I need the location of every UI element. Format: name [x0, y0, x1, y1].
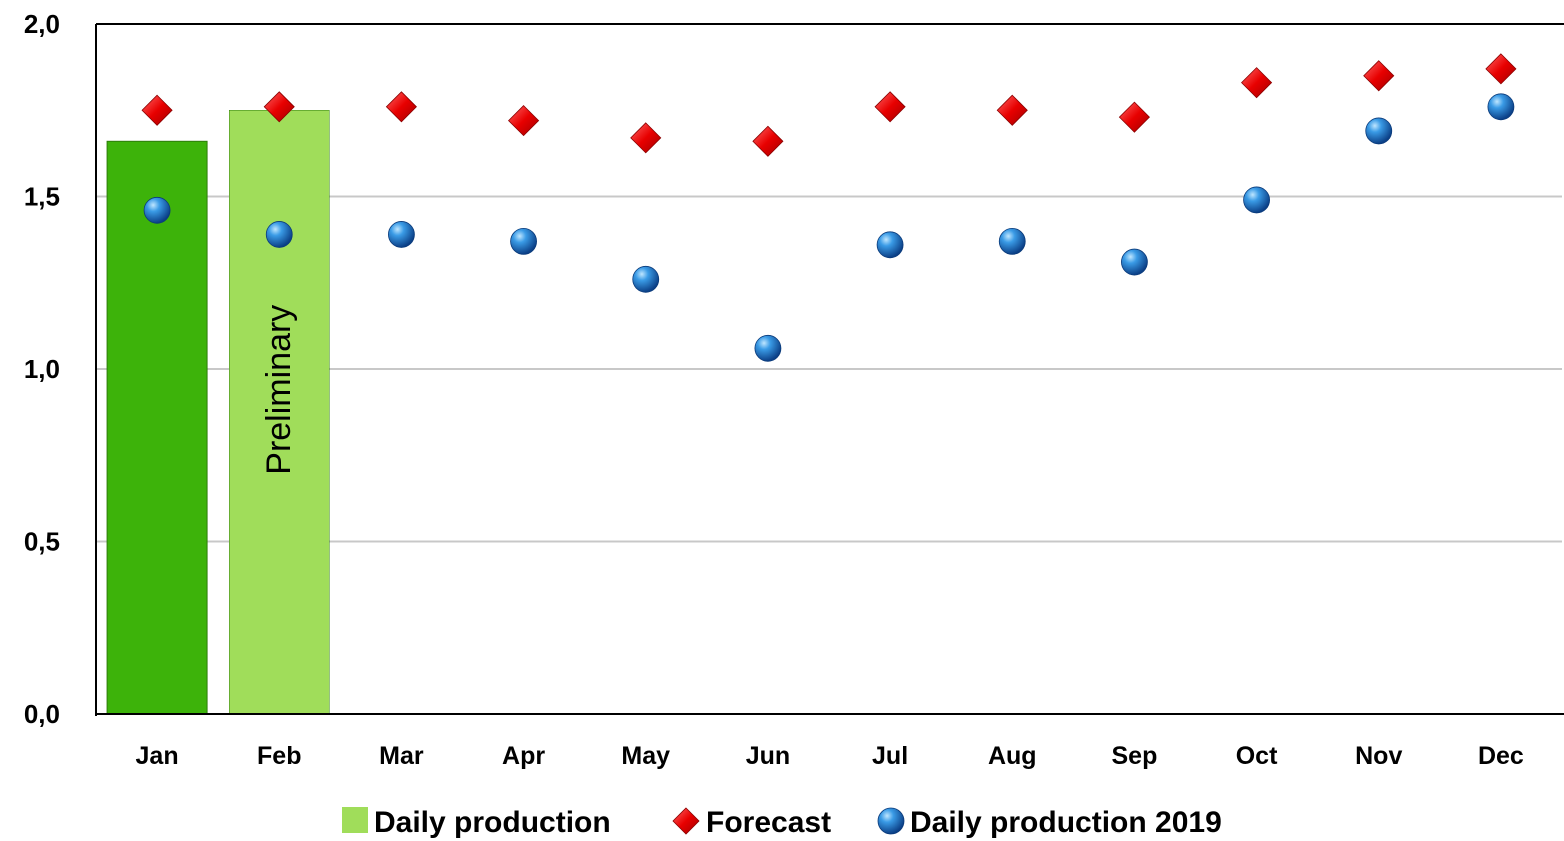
- axes: [95, 23, 1564, 716]
- forecast-marker-feb: [263, 91, 295, 123]
- y-tick-label: 1,5: [24, 182, 60, 212]
- x-tick-label-jul: Jul: [872, 742, 908, 770]
- forecast-marker-may: [630, 122, 662, 154]
- y-tick-label: 1,0: [24, 354, 60, 384]
- gridlines: [96, 195, 1562, 543]
- x-tick-label-apr: Apr: [502, 742, 545, 770]
- y-tick-label: 2,0: [24, 9, 60, 39]
- x-tick-label-feb: Feb: [257, 742, 301, 770]
- x-tick-label-jun: Jun: [746, 742, 790, 770]
- daily-2019-marker-jan: [143, 196, 171, 224]
- daily-2019-marker-jun: [754, 334, 782, 362]
- daily-2019-marker-sep: [1121, 248, 1148, 276]
- bar-jan: [106, 140, 208, 715]
- daily-2019-marker-oct: [1243, 186, 1270, 214]
- x-tick-label-mar: Mar: [379, 742, 424, 770]
- forecast-marker-sep: [1118, 101, 1150, 133]
- forecast-marker-mar: [385, 91, 417, 123]
- y-tick-label: 0,0: [24, 699, 60, 729]
- labels: 0,0 0,5 1,0 1,5 2,0 Preliminary Jan Feb Mar Apr Ma…: [24, 9, 1524, 770]
- daily-2019-marker-jul: [876, 231, 904, 259]
- x-tick-label-nov: Nov: [1355, 742, 1402, 770]
- forecast-marker-aug: [996, 94, 1028, 126]
- forecast-marker-nov: [1363, 60, 1395, 92]
- markers: [141, 53, 1517, 362]
- x-tick-label-aug: Aug: [988, 742, 1037, 770]
- x-tick-label-jan: Jan: [136, 742, 179, 770]
- legend-swatch-forecast: [672, 807, 700, 835]
- legend-swatch-daily-production: [342, 807, 368, 833]
- daily-2019-marker-aug: [998, 227, 1026, 255]
- x-tick-label-oct: Oct: [1236, 742, 1278, 770]
- y-tick-label: 0,5: [24, 527, 60, 557]
- x-tick-label-may: May: [621, 742, 670, 770]
- legend: Daily production Forecast Daily production…: [342, 806, 1222, 839]
- daily-2019-marker-may: [632, 265, 660, 293]
- daily-2019-marker-mar: [388, 221, 415, 248]
- daily-2019-marker-apr: [510, 227, 537, 255]
- x-tick-label-dec: Dec: [1478, 742, 1524, 770]
- forecast-marker-dec: [1485, 53, 1517, 85]
- daily-2019-marker-feb: [265, 221, 293, 248]
- legend-label-forecast: Forecast: [706, 806, 831, 839]
- forecast-marker-jul: [874, 91, 906, 123]
- forecast-marker-jan: [141, 94, 173, 126]
- bars: [106, 110, 330, 715]
- legend-label-daily-production: Daily production: [374, 806, 611, 839]
- x-tick-label-sep: Sep: [1111, 742, 1157, 770]
- legend-swatch-daily-production-2019: [877, 807, 905, 835]
- forecast-marker-oct: [1241, 67, 1273, 99]
- forecast-marker-apr: [508, 105, 540, 137]
- preliminary-label: Preliminary: [260, 305, 298, 475]
- daily-2019-marker-nov: [1365, 117, 1393, 145]
- legend-label-daily-production-2019: Daily production 2019: [910, 806, 1222, 839]
- daily-2019-marker-dec: [1487, 93, 1515, 121]
- forecast-marker-jun: [752, 125, 784, 157]
